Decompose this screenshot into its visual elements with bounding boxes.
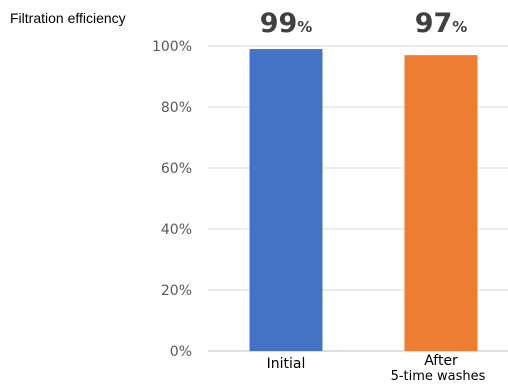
- category-label: Initial: [267, 356, 306, 372]
- bar: [404, 55, 478, 352]
- y-tick-label: 60%: [161, 161, 192, 177]
- bars: [249, 49, 478, 352]
- y-tick-label: 40%: [161, 222, 192, 238]
- y-tick-label: 0%: [170, 344, 192, 360]
- y-tick-label: 100%: [152, 39, 192, 55]
- y-axis-title: Filtration efficiency: [10, 10, 126, 26]
- category-label: After: [424, 353, 458, 369]
- value-label: 99%: [260, 8, 313, 39]
- y-tick-label: 20%: [161, 283, 192, 299]
- y-tick-label: 80%: [161, 100, 192, 116]
- value-labels: 99% 97%: [260, 8, 468, 39]
- value-label: 97%: [415, 8, 468, 39]
- category-sublabel: 5-time washes: [391, 369, 486, 384]
- bar: [249, 49, 323, 352]
- y-tick-labels: 0% 20% 40% 60% 80% 100%: [152, 39, 192, 360]
